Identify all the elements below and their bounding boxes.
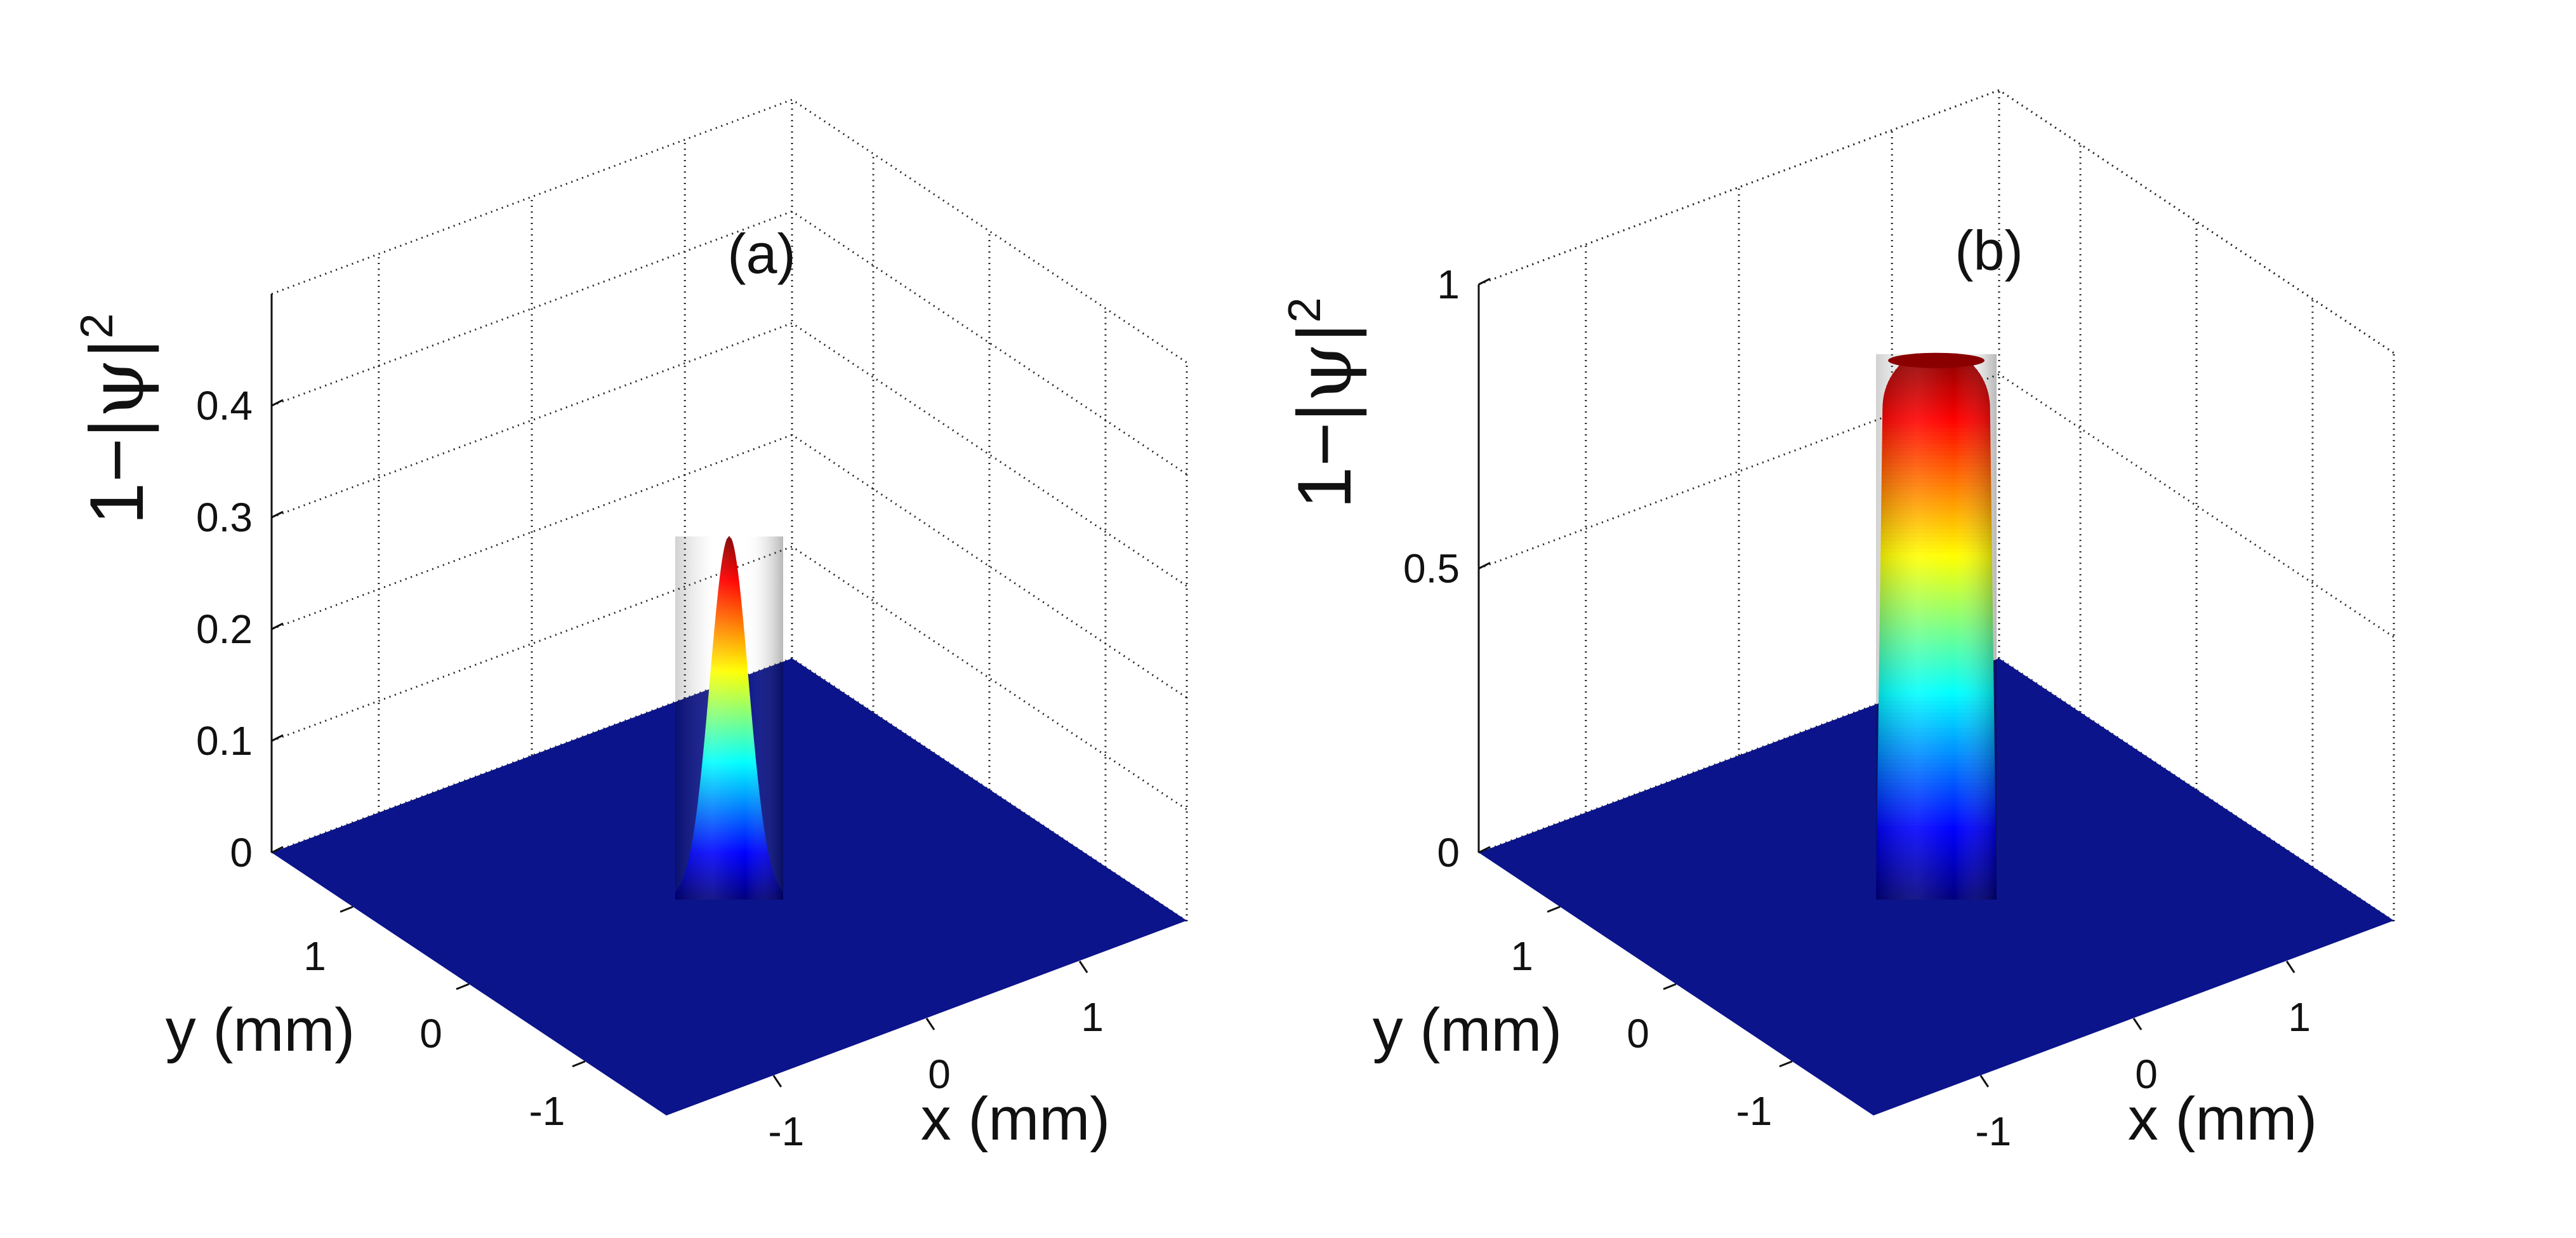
panel-a-z-axis-label-prefix: 1−| — [74, 418, 159, 525]
x-tick-label: -1 — [768, 1108, 804, 1154]
panel-b-z-axis-label-symbol: ψ — [1281, 343, 1369, 403]
x-tick-mark — [1078, 961, 1088, 973]
x-tick-label: 0 — [928, 1051, 951, 1097]
z-tick-mark — [1478, 277, 1491, 286]
x-tick-label: 1 — [1081, 994, 1104, 1040]
panel-a-z-axis-label-symbol: ψ — [73, 359, 161, 418]
y-tick-label: -1 — [1736, 1088, 1772, 1134]
z-tick-label: 0 — [1437, 830, 1460, 875]
panel-b-z-axis-label: 1−|ψ|2 — [1279, 297, 1369, 509]
z-tick-mark — [271, 510, 284, 519]
x-tick-label: 0 — [2135, 1051, 2158, 1097]
y-tick-label: 0 — [1627, 1011, 1649, 1056]
surface-shading — [675, 536, 783, 900]
y-tick-label: 1 — [1510, 933, 1533, 979]
x-tick-mark — [2285, 961, 2295, 973]
z-tick-label: 0.1 — [196, 718, 253, 764]
x-tick-mark — [1979, 1075, 1990, 1088]
z-gridline — [1478, 89, 2394, 354]
z-tick-mark — [271, 846, 284, 854]
z-tick-label: 0.2 — [196, 606, 253, 652]
z-tick-label: 0.3 — [196, 495, 253, 540]
y-tick-mark — [1663, 983, 1677, 990]
z-tick-mark — [271, 399, 284, 407]
panel-a-y-axis-label: y (mm) — [166, 996, 355, 1064]
panel-b-labels: (b) x (mm) y (mm) 1−|ψ|2 — [1279, 219, 2317, 1153]
panel-a-peak — [675, 536, 783, 900]
x-tick-mark — [772, 1075, 783, 1088]
box-top-edge — [1478, 89, 2394, 354]
panel-a-x-axis-label: x (mm) — [921, 1085, 1111, 1153]
panel-a-z-axis-label: 1−|ψ|2 — [72, 313, 161, 524]
x-tick-mark — [2132, 1018, 2143, 1030]
panel-b-z-axis-label-prefix: 1−| — [1282, 403, 1367, 509]
surface-cap — [1888, 352, 1985, 368]
panel-a-label: (a) — [727, 222, 796, 285]
z-tick-label: 0 — [230, 830, 253, 875]
panel-b-z-axis-label-suffix: | — [1282, 323, 1367, 342]
y-tick-mark — [456, 983, 470, 990]
panel-b-peak — [1876, 352, 1997, 900]
z-tick-label: 1 — [1437, 262, 1460, 307]
y-tick-mark — [1547, 905, 1561, 913]
z-tick-mark — [271, 622, 284, 630]
z-tick-mark — [1478, 562, 1491, 569]
y-tick-label: 0 — [419, 1011, 442, 1056]
z-tick-mark — [1478, 846, 1491, 854]
y-tick-mark — [340, 905, 353, 913]
panel-a-axes: 0 0.1 0.2 0.3 0.4 -1 0 1 -1 0 1 — [196, 294, 1104, 1154]
x-tick-label: -1 — [1975, 1108, 2011, 1154]
panel-b-label: (b) — [1955, 219, 2023, 282]
panel-b-axes: 0 0.5 1 -1 0 1 -1 0 1 — [1403, 262, 2311, 1154]
z-tick-label: 0.5 — [1403, 546, 1460, 592]
x-tick-mark — [925, 1018, 935, 1030]
panel-a-labels: (a) x (mm) y (mm) 1−|ψ|2 — [72, 222, 1110, 1153]
y-tick-label: 1 — [303, 933, 326, 979]
panel-a-z-axis-label-exponent: 2 — [72, 313, 122, 338]
panel-b-z-axis-label-exponent: 2 — [1279, 297, 1330, 323]
x-tick-label: 1 — [2288, 994, 2311, 1040]
panel-a-z-axis-label-suffix: | — [74, 338, 159, 358]
surface-shading — [1876, 354, 1997, 900]
z-tick-mark — [271, 734, 284, 742]
panel-b-y-axis-label: y (mm) — [1373, 996, 1562, 1064]
panel-a: 0 0.1 0.2 0.3 0.4 -1 0 1 -1 0 1 (a) x (mm) y (mm) … — [72, 98, 1188, 1154]
panel-b: 0 0.5 1 -1 0 1 -1 0 1 (b) x (mm) y (mm) 1−|ψ|2 — [1279, 89, 2395, 1154]
y-tick-label: -1 — [529, 1088, 565, 1134]
z-tick-label: 0.4 — [196, 383, 253, 429]
y-tick-mark — [1779, 1060, 1793, 1068]
y-tick-mark — [572, 1060, 586, 1068]
panel-b-x-axis-label: x (mm) — [2128, 1085, 2318, 1153]
